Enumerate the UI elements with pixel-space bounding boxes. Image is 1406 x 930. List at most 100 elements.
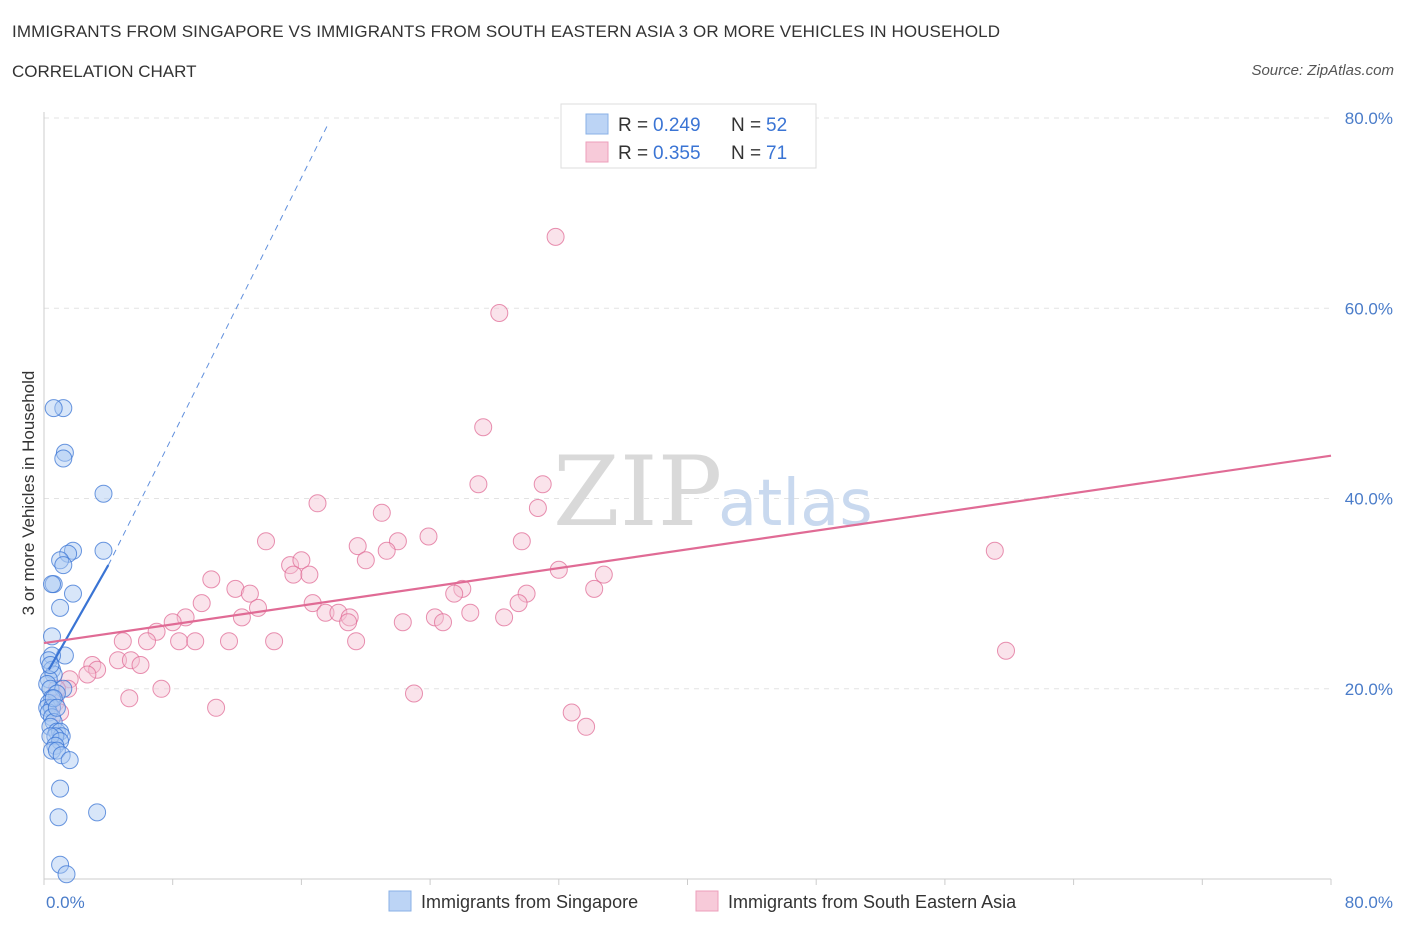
point-singapore-28 bbox=[43, 698, 61, 717]
point-singapore-51 bbox=[47, 698, 66, 717]
point-sea-12 bbox=[348, 537, 367, 556]
point-singapore-6 bbox=[94, 541, 113, 560]
point-singapore-46 bbox=[88, 803, 107, 822]
point-sea-70 bbox=[997, 641, 1015, 660]
point-sea-35 bbox=[461, 603, 480, 622]
point-sea-40 bbox=[393, 613, 412, 632]
point-sea-63 bbox=[120, 689, 139, 708]
point-sea-69 bbox=[985, 541, 1004, 560]
point-sea-43 bbox=[339, 613, 358, 632]
point-sea-47 bbox=[186, 632, 205, 651]
point-sea-41 bbox=[163, 613, 182, 632]
point-singapore-13 bbox=[51, 598, 70, 617]
point-sea-48 bbox=[220, 632, 238, 651]
point-singapore-8 bbox=[51, 551, 70, 570]
point-sea-56 bbox=[131, 656, 150, 674]
point-sea-10 bbox=[512, 532, 531, 551]
y-tick-label-1: 60.0% bbox=[1345, 299, 1393, 318]
point-sea-18 bbox=[300, 565, 319, 584]
legend-n-label-2: N = bbox=[731, 143, 761, 164]
point-sea-0 bbox=[546, 227, 565, 246]
legend-n-value-sea: 71 bbox=[766, 143, 787, 164]
point-sea-33 bbox=[316, 603, 335, 622]
watermark: ZIP atlas bbox=[553, 436, 873, 548]
point-sea-14 bbox=[356, 551, 375, 570]
point-singapore-31 bbox=[44, 713, 63, 731]
point-singapore-5 bbox=[64, 541, 82, 560]
y-tick-label-3: 20.0% bbox=[1345, 680, 1393, 699]
legend-n-value-singapore: 52 bbox=[766, 115, 787, 136]
legend-n-label-1: N = bbox=[731, 115, 761, 136]
point-sea-22 bbox=[226, 579, 245, 598]
bottom-legend-swatch-singapore bbox=[388, 890, 412, 912]
point-singapore-44 bbox=[51, 779, 70, 798]
point-sea-49 bbox=[347, 632, 366, 651]
point-sea-16 bbox=[292, 551, 311, 570]
point-singapore-9 bbox=[54, 556, 73, 575]
series-legend: Immigrants from Singapore Immigrants fro… bbox=[388, 890, 1017, 912]
point-sea-39 bbox=[232, 608, 251, 627]
point-singapore-0 bbox=[54, 399, 73, 418]
point-sea-45 bbox=[170, 632, 189, 651]
point-sea-2 bbox=[474, 418, 493, 437]
point-sea-51 bbox=[138, 632, 156, 651]
legend-r-value-singapore: 0.249 bbox=[653, 115, 701, 136]
point-sea-52 bbox=[109, 651, 127, 670]
point-singapore-3 bbox=[54, 449, 73, 468]
point-sea-55 bbox=[88, 660, 107, 679]
watermark-atlas: atlas bbox=[718, 467, 873, 541]
point-singapore-12 bbox=[64, 584, 82, 603]
point-sea-30 bbox=[192, 594, 211, 613]
point-singapore-4 bbox=[94, 484, 113, 503]
point-sea-46 bbox=[265, 632, 284, 651]
point-sea-42 bbox=[434, 613, 452, 632]
point-sea-21 bbox=[202, 570, 221, 589]
point-sea-61 bbox=[152, 679, 171, 698]
point-singapore-49 bbox=[44, 689, 63, 708]
x-tick-label-min: 0.0% bbox=[46, 893, 85, 912]
point-sea-6 bbox=[528, 499, 547, 517]
watermark-zip: ZIP bbox=[553, 436, 722, 548]
bottom-legend-swatch-sea bbox=[695, 890, 719, 912]
points-singapore bbox=[38, 399, 113, 884]
y-tick-label-0: 80.0% bbox=[1345, 109, 1393, 128]
trendlines bbox=[43, 122, 1332, 671]
point-singapore-1 bbox=[44, 399, 63, 418]
point-sea-68 bbox=[577, 717, 596, 736]
correlation-legend: R = 0.249 N = 52 R = 0.355 N = 71 bbox=[560, 103, 817, 169]
point-singapore-40 bbox=[43, 741, 61, 760]
point-singapore-48 bbox=[57, 865, 76, 884]
point-sea-57 bbox=[78, 665, 97, 684]
x-tick-label-max: 80.0% bbox=[1345, 893, 1393, 912]
point-sea-28 bbox=[509, 594, 528, 613]
trendline-singapore-dashed bbox=[107, 122, 330, 566]
trendline-sea-solid bbox=[43, 454, 1332, 645]
chart-title: IMMIGRANTS FROM SINGAPORE VS IMMIGRANTS … bbox=[12, 22, 1001, 41]
legend-swatch-sea bbox=[585, 141, 609, 163]
point-singapore-43 bbox=[60, 751, 79, 770]
y-axis-title: 3 or more Vehicles in Household bbox=[19, 371, 38, 616]
point-sea-8 bbox=[257, 532, 275, 551]
point-sea-1 bbox=[490, 304, 509, 322]
point-sea-15 bbox=[281, 556, 300, 575]
point-sea-5 bbox=[308, 494, 327, 513]
tick-labels: 80.0% 60.0% 40.0% 20.0% 0.0% 80.0% bbox=[46, 109, 1393, 912]
bottom-legend-label-singapore: Immigrants from Singapore bbox=[421, 892, 638, 912]
legend-r-label-2: R = bbox=[618, 143, 648, 164]
point-sea-7 bbox=[372, 503, 391, 522]
point-singapore-11 bbox=[43, 575, 61, 594]
legend-r-label-1: R = bbox=[618, 115, 648, 136]
point-sea-20 bbox=[594, 565, 613, 584]
point-sea-62 bbox=[405, 684, 423, 703]
point-singapore-45 bbox=[49, 808, 68, 827]
point-sea-50 bbox=[113, 632, 132, 651]
point-sea-13 bbox=[377, 541, 396, 560]
point-sea-53 bbox=[121, 651, 140, 670]
y-tick-label-2: 40.0% bbox=[1345, 490, 1393, 509]
point-sea-67 bbox=[562, 703, 581, 722]
point-sea-25 bbox=[445, 584, 464, 603]
point-sea-4 bbox=[533, 475, 552, 494]
legend-r-value-sea: 0.355 bbox=[653, 143, 701, 164]
point-sea-26 bbox=[240, 584, 259, 603]
